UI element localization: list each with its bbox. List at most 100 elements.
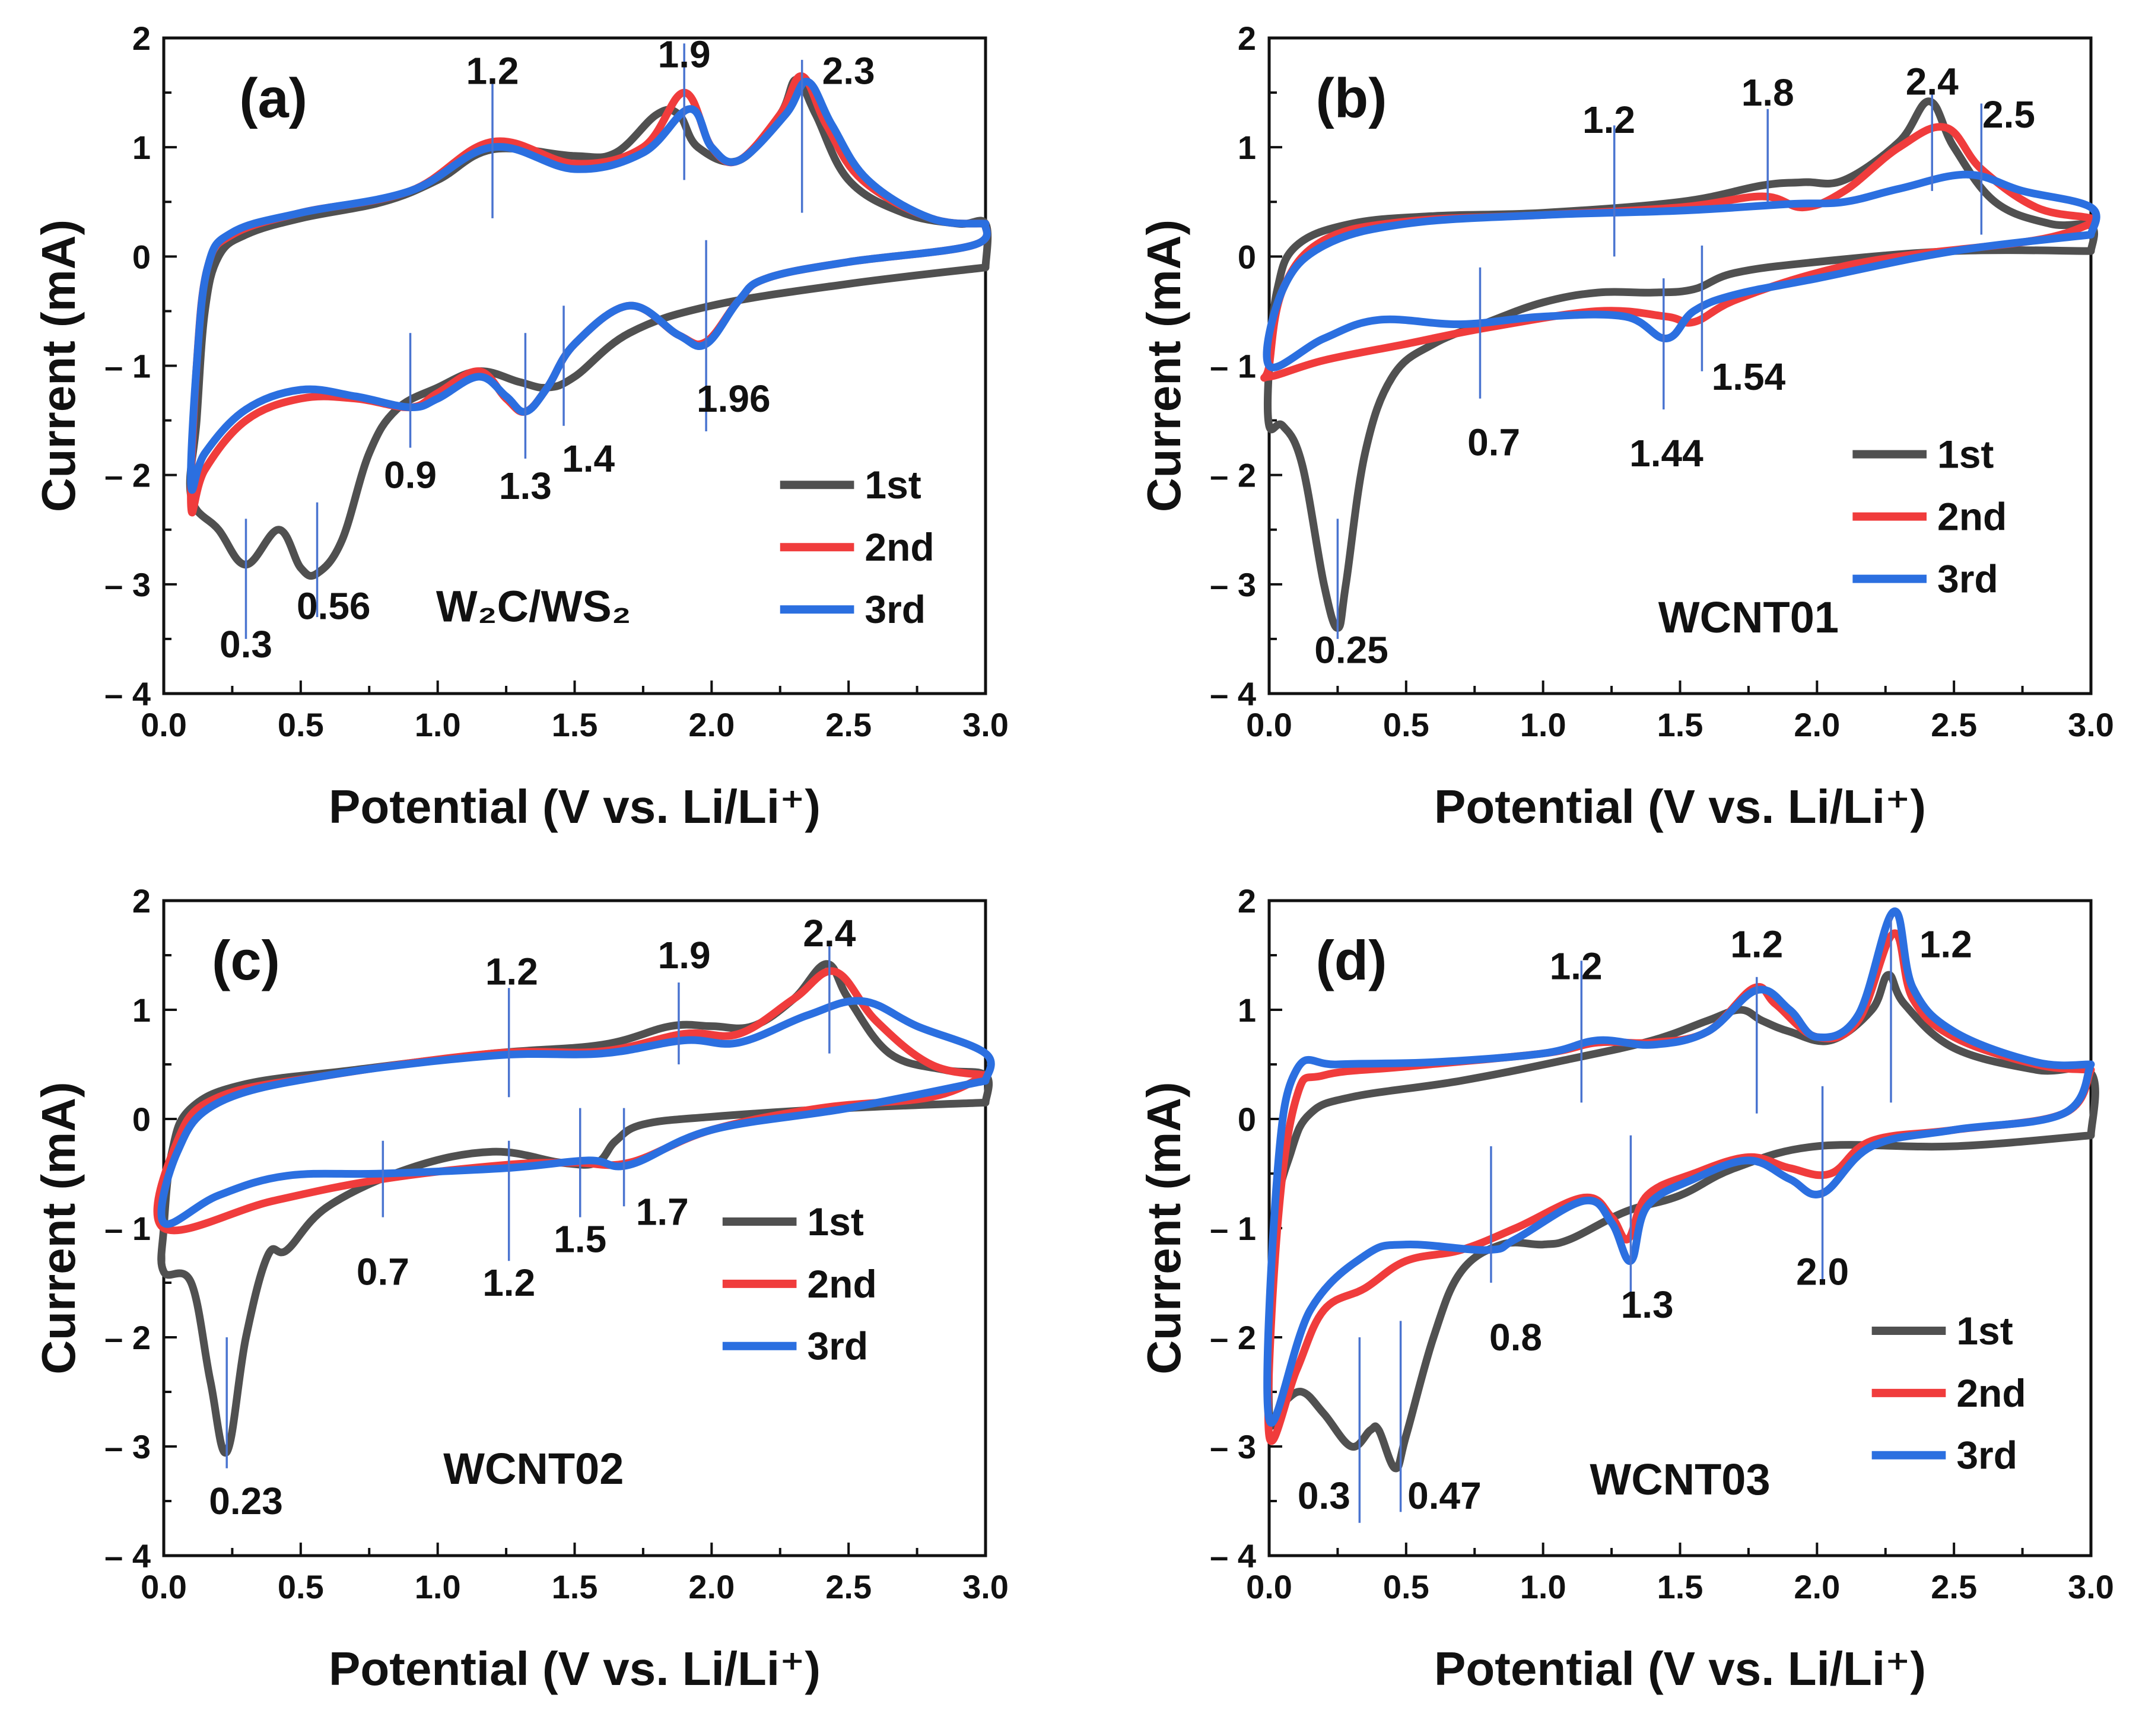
legend-label: 3rd: [865, 587, 926, 631]
x-tick-label: 0.0: [141, 706, 187, 743]
panel-label: (d): [1315, 929, 1387, 991]
x-tick-label: 2.0: [688, 706, 735, 743]
peak-label: 0.7: [1467, 421, 1520, 463]
legend-label: 2nd: [1956, 1371, 2026, 1415]
y-tick-label: – 1: [1210, 348, 1256, 385]
y-tick-label: 1: [1238, 991, 1256, 1029]
x-tick-label: 1.5: [1657, 1568, 1703, 1605]
legend-label: 1st: [807, 1200, 863, 1244]
cv-curve-3rd: [1263, 170, 2100, 371]
panel-label: (a): [239, 66, 307, 129]
y-tick-label: – 3: [104, 1428, 151, 1465]
x-tick-label: 3.0: [962, 706, 1009, 743]
y-tick-label: – 3: [1210, 1428, 1256, 1465]
peak-label: 1.96: [697, 377, 771, 420]
x-tick-label: 1.0: [415, 706, 461, 743]
peak-label: 2.3: [822, 49, 875, 92]
cv-curve-3rd: [187, 78, 991, 494]
cv-curve-1st: [157, 960, 993, 1457]
y-tick-label: 1: [132, 991, 151, 1029]
panel-label: (c): [212, 929, 280, 991]
y-tick-label: – 1: [1210, 1210, 1256, 1247]
x-tick-label: 2.0: [1794, 706, 1840, 743]
x-tick-label: 2.5: [1931, 706, 1977, 743]
peak-label: 0.3: [220, 623, 272, 666]
x-tick-label: 1.0: [415, 1568, 461, 1605]
peak-label: 1.2: [466, 49, 519, 92]
x-tick-label: 1.0: [1520, 1568, 1566, 1605]
legend-label: 1st: [865, 463, 921, 507]
x-tick-label: 3.0: [2068, 706, 2114, 743]
peak-label: 1.2: [1550, 945, 1603, 987]
peak-label: 1.7: [636, 1190, 689, 1233]
legend: 1st 2nd 3rd: [1852, 433, 2007, 601]
y-tick-label: 1: [1238, 129, 1256, 166]
x-tick-label: 1.0: [1520, 706, 1566, 743]
legend: 1st 2nd 3rd: [1871, 1309, 2026, 1477]
peak-label: 0.9: [384, 454, 437, 497]
x-tick-label: 0.5: [278, 706, 324, 743]
peak-label: 0.47: [1407, 1474, 1482, 1517]
x-axis-title: Potential (V vs. Li/Li⁺): [329, 780, 821, 833]
x-tick-label: 3.0: [2068, 1568, 2114, 1605]
peak-label: 2.4: [1906, 61, 1959, 103]
cv-curve-3rd: [1263, 907, 2095, 1427]
peak-label: 1.2: [485, 950, 538, 993]
peak-label: 1.4: [562, 437, 615, 480]
sample-label: W₂C/WS₂: [436, 582, 631, 631]
panel-label: (b): [1315, 66, 1387, 129]
y-tick-label: – 2: [104, 1319, 151, 1356]
x-tick-label: 3.0: [962, 1568, 1009, 1605]
x-tick-label: 0.0: [1246, 706, 1292, 743]
sample-label: WCNT03: [1590, 1455, 1770, 1504]
y-tick-label: 2: [132, 20, 151, 57]
sample-label: WCNT02: [443, 1444, 624, 1493]
x-tick-label: 0.0: [141, 1568, 187, 1605]
y-tick-label: – 1: [104, 348, 151, 385]
y-tick-label: – 4: [1210, 675, 1256, 713]
y-tick-label: – 3: [1210, 566, 1256, 603]
y-tick-label: 2: [1238, 882, 1256, 920]
peak-label: 2.0: [1796, 1251, 1849, 1293]
x-tick-label: 2.0: [688, 1568, 735, 1605]
panel-a: 0.0 0.5 1.0 1.5 2.0 2.5 3.0 2 1 0 – 1 – 2 – 3 – 4 Pote…: [32, 20, 1009, 833]
cv-curve-3rd: [157, 997, 995, 1228]
panel-d: 0.0 0.5 1.0 1.5 2.0 2.5 3.0 2 1 0 – 1 – 2 – 3 – 4 Pote…: [1137, 882, 2114, 1695]
cv-curve-1st: [1263, 97, 2098, 632]
x-axis-title: Potential (V vs. Li/Li⁺): [1434, 780, 1926, 833]
panel-c: 0.0 0.5 1.0 1.5 2.0 2.5 3.0 2 1 0 – 1 – 2 – 3 – 4 Pote…: [32, 882, 1009, 1695]
y-axis-title: Current (mA): [32, 220, 85, 512]
legend-label: 2nd: [865, 525, 934, 569]
legend: 1st 2nd 3rd: [780, 463, 935, 631]
peak-label: 1.3: [499, 465, 552, 507]
y-axis-title: Current (mA): [1137, 220, 1190, 512]
peak-label: 1.2: [1919, 923, 1972, 966]
legend-label: 3rd: [1956, 1433, 2017, 1477]
y-tick-label: 2: [1238, 20, 1256, 57]
x-axis-title: Potential (V vs. Li/Li⁺): [329, 1642, 821, 1695]
y-tick-label: – 4: [1210, 1537, 1256, 1575]
x-tick-label: 2.5: [1931, 1568, 1977, 1605]
peak-label: 1.2: [1730, 923, 1783, 966]
y-tick-label: 0: [132, 238, 151, 275]
legend-label: 3rd: [1937, 557, 1998, 601]
y-tick-label: – 2: [1210, 457, 1256, 494]
cv-curve-2nd: [153, 967, 990, 1235]
y-tick-label: 0: [132, 1101, 151, 1138]
sample-label: WCNT01: [1658, 593, 1839, 642]
y-tick-label: – 3: [104, 566, 151, 603]
x-tick-label: 2.5: [825, 706, 872, 743]
peak-label: 0.56: [297, 585, 371, 628]
x-tick-label: 1.5: [552, 706, 598, 743]
x-tick-label: 1.5: [1657, 706, 1703, 743]
peak-label: 1.2: [482, 1261, 535, 1304]
peak-label: 2.5: [1982, 93, 2035, 136]
peak-label: 0.3: [1298, 1474, 1350, 1517]
x-tick-label: 2.0: [1794, 1568, 1840, 1605]
peak-label: 1.44: [1629, 432, 1703, 475]
x-tick-label: 2.5: [825, 1568, 872, 1605]
x-tick-label: 1.5: [552, 1568, 598, 1605]
legend-label: 1st: [1937, 433, 1994, 476]
y-tick-label: – 4: [104, 675, 151, 713]
